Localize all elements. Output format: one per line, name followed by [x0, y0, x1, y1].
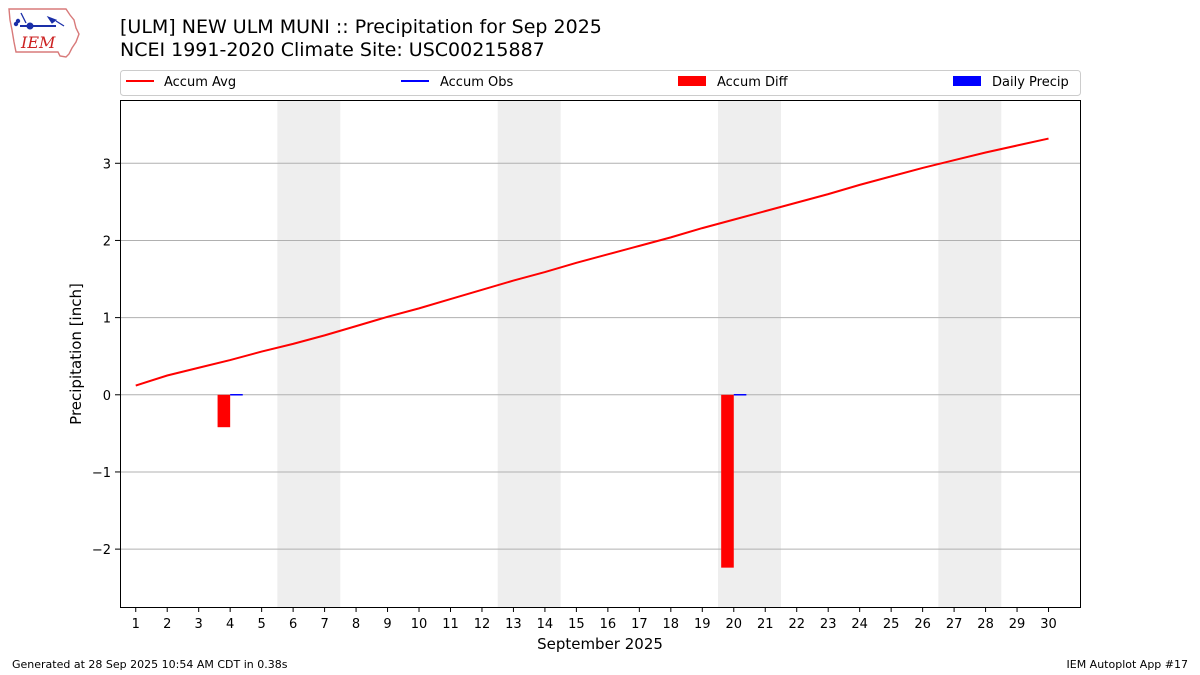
x-tick-label: 18 [663, 617, 680, 632]
x-tick-label: 16 [600, 617, 617, 632]
x-tick-label: 20 [725, 617, 742, 632]
legend-accum-diff-label: Accum Diff [717, 75, 789, 90]
daily-precip-bar [733, 394, 747, 396]
weather-station-icon [13, 12, 65, 30]
x-tick-label: 14 [537, 617, 554, 632]
x-tick-label: 2 [163, 617, 171, 632]
x-tick-label: 10 [411, 617, 428, 632]
x-tick-label: 21 [757, 617, 774, 632]
x-tick-label: 8 [352, 617, 360, 632]
x-tick-label: 30 [1040, 617, 1057, 632]
x-tick-label: 1 [132, 617, 140, 632]
y-tick-label: 2 [103, 234, 111, 249]
x-axis-label: September 2025 [537, 635, 663, 653]
x-tick-label: 5 [257, 617, 265, 632]
legend-box [120, 70, 1081, 96]
x-tick-label: 3 [195, 617, 203, 632]
legend-accum-obs-label: Accum Obs [440, 75, 513, 90]
x-tick-label: 4 [226, 617, 234, 632]
title-line-1: [ULM] NEW ULM MUNI :: Precipitation for … [120, 16, 602, 38]
x-tick-label: 7 [320, 617, 328, 632]
accum-avg-line [135, 137, 1049, 387]
x-tick-label: 15 [568, 617, 585, 632]
weekend-band-2 [497, 100, 561, 607]
weekend-band-1 [277, 100, 341, 607]
y-tick-label: 0 [103, 389, 111, 404]
x-tick-label: 19 [694, 617, 711, 632]
legend-daily-precip-label: Daily Precip [992, 75, 1069, 90]
chart-title: [ULM] NEW ULM MUNI :: Precipitation for … [120, 16, 602, 62]
x-tick-label: 27 [946, 617, 963, 632]
y-tick-label: −2 [92, 543, 111, 558]
legend: Accum Avg Accum Obs Accum Diff Daily Pre… [120, 70, 1081, 96]
x-tick-label: 24 [851, 617, 868, 632]
iem-logo: IEM [8, 8, 80, 58]
x-tick-label: 26 [914, 617, 931, 632]
x-tick-label: 28 [977, 617, 994, 632]
x-axis: 1 2 3 4 5 6 7 8 9 10 11 12 13 14 15 16 17 18 19 20 21 22 23 24 2… [132, 607, 1057, 632]
x-tick-label: 22 [788, 617, 805, 632]
x-tick-label: 13 [505, 617, 522, 632]
y-axis: 3 2 1 0 −1 −2 [92, 157, 120, 558]
daily-precip-bar [230, 394, 243, 396]
plot-frame [120, 100, 1081, 608]
x-tick-label: 17 [631, 617, 648, 632]
x-tick-label: 23 [820, 617, 837, 632]
y-tick-label: 3 [103, 157, 111, 172]
app-label: IEM Autoplot App #17 [1066, 658, 1189, 671]
y-tick-label: −1 [92, 466, 111, 481]
legend-accum-avg-label: Accum Avg [164, 75, 236, 90]
legend-daily-precip-swatch [953, 76, 981, 86]
bars [217, 394, 747, 568]
x-tick-label: 11 [442, 617, 459, 632]
accum-diff-bar [217, 394, 231, 428]
y-axis-label: Precipitation [inch] [67, 283, 85, 425]
x-tick-label: 25 [883, 617, 900, 632]
title-line-2: NCEI 1991-2020 Climate Site: USC00215887 [120, 39, 545, 61]
legend-accum-diff-swatch [678, 76, 706, 86]
lines [135, 137, 1049, 387]
x-tick-label: 12 [474, 617, 491, 632]
x-tick-label: 9 [383, 617, 391, 632]
generated-timestamp: Generated at 28 Sep 2025 10:54 AM CDT in… [12, 658, 288, 671]
grid-lines [120, 162, 1080, 550]
x-tick-label: 29 [1009, 617, 1026, 632]
weekend-band-4 [938, 100, 1002, 607]
y-tick-label: 1 [103, 312, 111, 327]
logo-text: IEM [20, 33, 56, 52]
x-tick-label: 6 [289, 617, 297, 632]
accum-diff-bar [721, 394, 734, 568]
iowa-outline-icon [8, 8, 80, 58]
